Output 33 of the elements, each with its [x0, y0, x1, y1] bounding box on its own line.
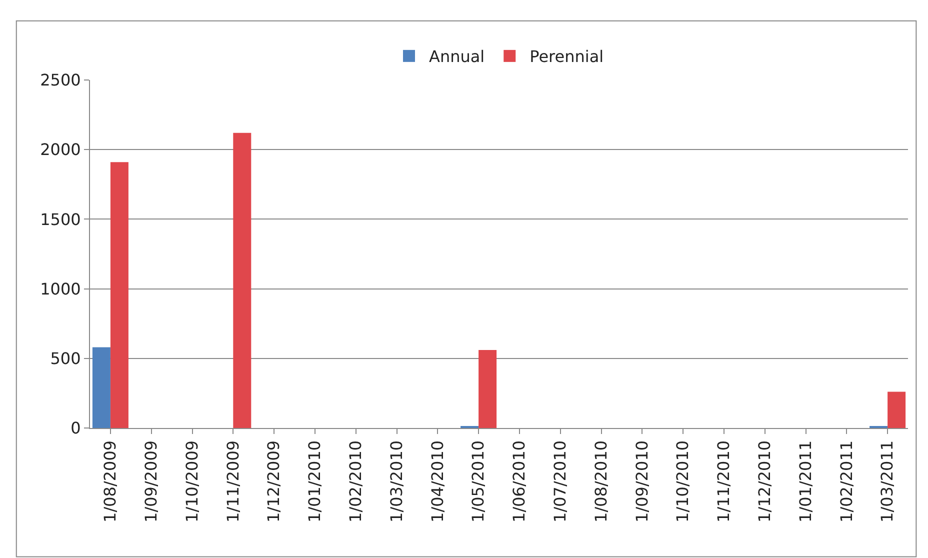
x-tick-label: 1/11/2010 — [714, 440, 734, 522]
x-tick-label: 1/03/2011 — [878, 440, 897, 522]
legend-label: Perennial — [530, 47, 604, 66]
y-tick-label: 1000 — [40, 279, 81, 298]
bar — [888, 392, 906, 428]
bar — [92, 347, 110, 428]
y-tick-label: 0 — [70, 418, 81, 438]
x-tick-label: 1/01/2010 — [305, 440, 324, 522]
x-tick-label: 1/12/2009 — [264, 440, 284, 522]
x-tick-label: 1/06/2010 — [510, 440, 529, 522]
x-tick-label: 1/05/2010 — [468, 440, 488, 522]
bar — [110, 162, 128, 428]
x-tick-label: 1/08/2010 — [591, 440, 610, 522]
x-tick-label: 1/09/2009 — [142, 440, 161, 522]
x-tick-label: 1/02/2011 — [836, 440, 856, 522]
x-tick-label: 1/01/2011 — [796, 440, 815, 522]
x-tick-label: 1/08/2009 — [100, 440, 120, 522]
x-tick-label: 1/10/2010 — [673, 440, 692, 522]
bar — [478, 350, 497, 428]
legend-label: Annual — [429, 47, 485, 66]
y-tick-label: 1500 — [40, 210, 81, 229]
x-tick-label: 1/02/2010 — [346, 440, 366, 522]
bar — [233, 132, 252, 428]
x-tick-label: 1/11/2009 — [223, 440, 242, 522]
y-tick-label: 2000 — [40, 140, 81, 160]
x-tick-label: 1/10/2009 — [182, 440, 202, 522]
x-tick-label: 1/04/2010 — [428, 440, 447, 522]
x-tick-label: 1/07/2010 — [550, 440, 570, 522]
x-tick-label: 1/12/2010 — [755, 440, 774, 522]
y-tick-label: 500 — [50, 349, 81, 368]
x-tick-label: 1/09/2010 — [632, 440, 652, 522]
x-tick-label: 1/03/2010 — [386, 440, 406, 522]
y-tick-label: 2500 — [40, 70, 81, 90]
